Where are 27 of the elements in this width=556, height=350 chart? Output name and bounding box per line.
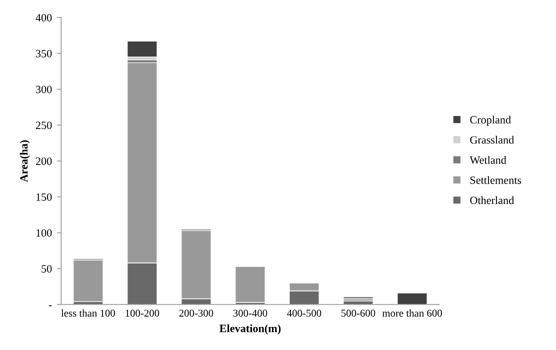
x-tick-label: 300-400 xyxy=(233,310,268,317)
x-tick-label: 100-200 xyxy=(126,310,160,317)
legend-label: Grassland xyxy=(470,136,514,144)
y-tick-label: 150 xyxy=(36,193,52,201)
x-axis-title: Elevation(m) xyxy=(220,324,281,334)
bar xyxy=(397,292,428,304)
y-tick-label: - xyxy=(48,305,52,306)
y-tick-label: 200 xyxy=(36,157,52,165)
y-tick-label: 100 xyxy=(36,229,52,237)
y-tick-label: 250 xyxy=(36,122,52,130)
y-tick-label: 50 xyxy=(42,265,52,273)
bar xyxy=(72,260,104,302)
x-tick-label: more than 600 xyxy=(382,309,442,317)
y-axis-title: Area(ha) xyxy=(20,140,30,182)
x-tick-label: less than 100 xyxy=(61,309,115,317)
legend-label: Cropland xyxy=(470,116,511,126)
x-tick-label: 200-300 xyxy=(179,310,214,317)
bar xyxy=(234,266,266,303)
y-tick-label: 300 xyxy=(36,86,52,94)
y-tick-label: 400 xyxy=(36,14,52,22)
legend-label: Otherland xyxy=(470,196,514,204)
x-tick-label: 500-600 xyxy=(341,310,376,317)
legend-label: Wetland xyxy=(470,156,506,164)
y-tick-label: 350 xyxy=(36,50,52,58)
bar xyxy=(126,40,158,58)
x-tick-label: 400-500 xyxy=(287,310,322,317)
legend-label: Settlements xyxy=(470,176,522,184)
